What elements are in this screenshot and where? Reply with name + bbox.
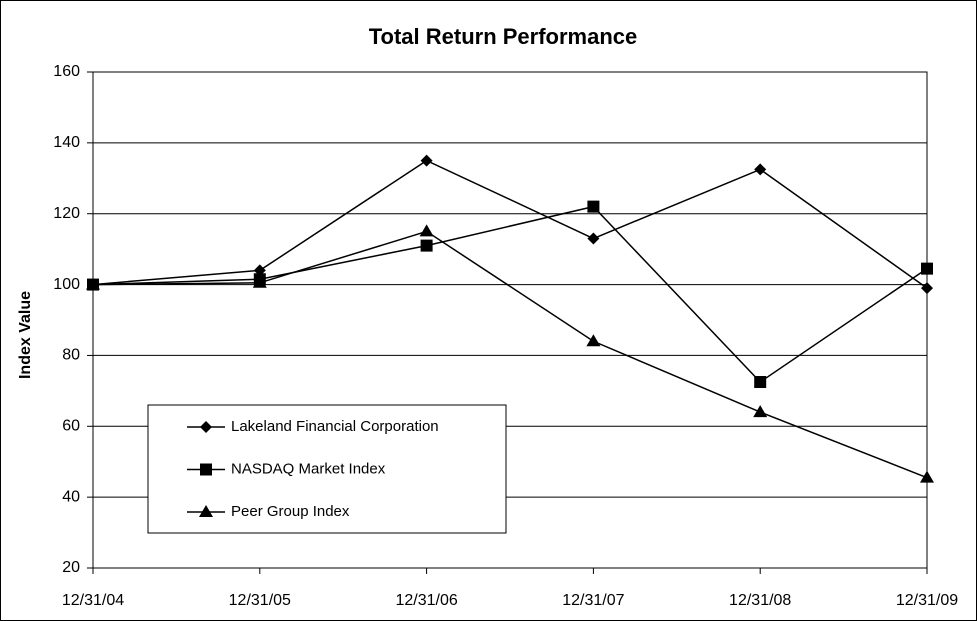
legend: Lakeland Financial Corporation NASDAQ Mar…	[187, 418, 439, 520]
marker	[586, 334, 601, 347]
plot-area	[92, 71, 928, 569]
marker	[420, 154, 433, 167]
marker	[754, 376, 767, 388]
marker	[420, 239, 433, 252]
marker	[587, 232, 600, 245]
marker	[200, 463, 212, 476]
marker	[200, 421, 212, 433]
plot	[86, 154, 934, 483]
marker	[921, 282, 933, 295]
legend-label: Peer Group Index	[231, 503, 350, 520]
y-tick-label: 160	[53, 63, 80, 80]
marker	[587, 200, 600, 213]
chart-title: Total Return Performance	[369, 24, 638, 49]
marker	[920, 470, 934, 483]
marker	[252, 275, 267, 288]
series-line	[92, 159, 928, 289]
grid: 20 40 60 80 100 120 140 160 12/31/04 12/31/05 12/3…	[53, 63, 958, 609]
series-line	[92, 205, 928, 383]
marker	[754, 163, 767, 176]
legend-label: Lakeland Financial Corporation	[231, 418, 439, 435]
marker	[753, 405, 768, 418]
x-tick-label: 12/31/05	[229, 592, 291, 609]
y-tick-label: 120	[53, 205, 80, 222]
x-tick-label: 12/31/08	[729, 592, 791, 609]
y-tick-label: 100	[53, 276, 80, 293]
y-tick-label: 60	[62, 418, 80, 435]
y-axis-label: Index Value	[17, 291, 34, 379]
legend-label: NASDAQ Market Index	[231, 460, 386, 477]
x-tick-label: 12/31/07	[562, 592, 624, 609]
marker	[419, 224, 434, 237]
marker	[199, 505, 213, 517]
y-tick-label: 140	[53, 134, 80, 151]
x-tick-label: 12/31/09	[896, 592, 958, 609]
marker	[921, 262, 933, 275]
y-tick-label: 20	[62, 559, 80, 576]
y-tick-label: 40	[62, 488, 80, 505]
x-tick-label: 12/31/04	[62, 592, 124, 609]
marker	[86, 277, 100, 290]
series-line	[92, 230, 928, 479]
y-tick-label: 80	[62, 347, 80, 364]
x-tick-label: 12/31/06	[395, 592, 457, 609]
